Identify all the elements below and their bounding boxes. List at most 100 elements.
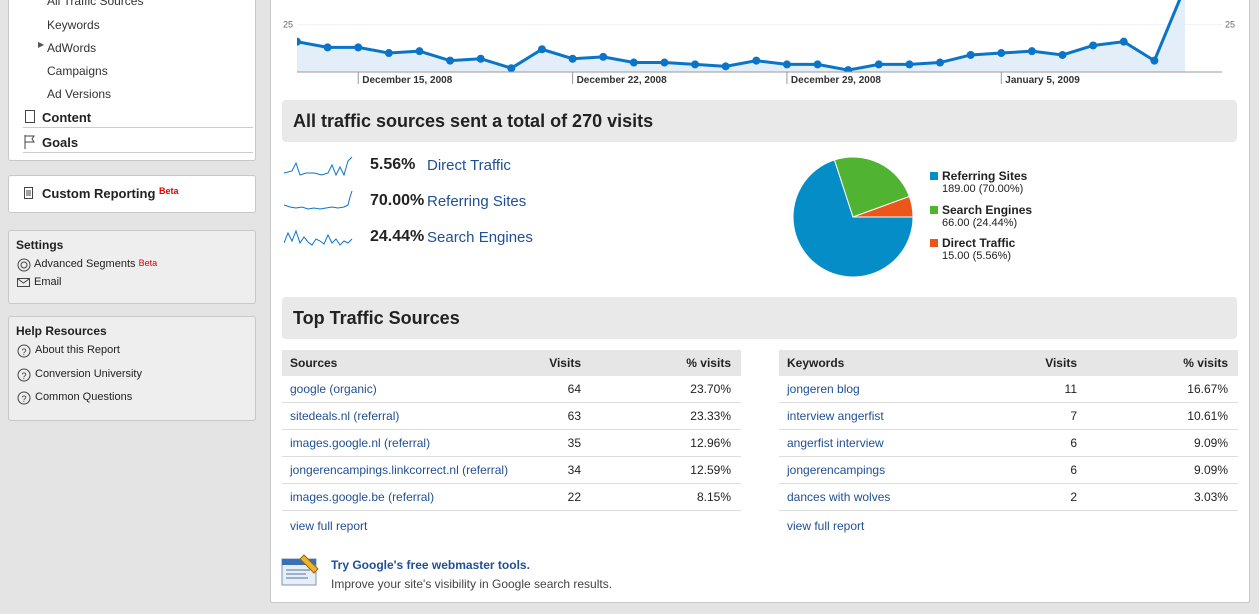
nav-item[interactable]: AdWords — [47, 41, 97, 55]
report-icon — [24, 187, 33, 199]
view-full-report[interactable]: view full report — [290, 519, 368, 533]
goals-icon — [24, 135, 35, 149]
promo-text: Improve your site's visibility in Google… — [331, 577, 613, 591]
settings-item[interactable]: Email — [34, 276, 62, 288]
row-visits: 11 — [1064, 382, 1077, 396]
custom-reporting-box: Custom Reporting Beta — [8, 175, 256, 213]
table-header: Sources Visits % visits — [282, 350, 741, 376]
point — [966, 50, 975, 59]
summary-link[interactable]: Direct Traffic — [427, 157, 511, 174]
custom-reporting[interactable]: Custom Reporting Beta — [42, 186, 179, 201]
row-link[interactable]: images.google.nl (referral) — [290, 436, 431, 450]
help-title: Help Resources — [16, 324, 107, 338]
table-row: google (organic) 64 23.70% — [282, 376, 741, 403]
help-item[interactable]: About this Report — [35, 344, 120, 356]
column-header: Visits — [549, 356, 581, 370]
nav-item[interactable]: Keywords — [47, 18, 100, 32]
legend-label: Referring Sites — [942, 169, 1028, 183]
row-link[interactable]: interview angerfist — [787, 409, 884, 423]
segments-icon — [17, 258, 31, 272]
point — [537, 45, 546, 54]
point — [568, 54, 577, 63]
point — [446, 56, 455, 65]
row-visits: 35 — [567, 436, 581, 450]
table-row: dances with wolves 2 3.03% — [779, 484, 1238, 511]
row-link[interactable]: google (organic) — [290, 382, 377, 396]
row-percent: 16.67% — [1187, 382, 1228, 396]
point — [1119, 37, 1128, 46]
point — [323, 43, 332, 52]
nav-box: All Traffic Sources Keywords ▶ AdWords C… — [8, 0, 256, 161]
row-visits: 2 — [1070, 490, 1077, 504]
x-tick-label: December 15, 2008 — [362, 75, 453, 86]
row-link[interactable]: jongeren blog — [787, 382, 860, 396]
table-row: interview angerfist 7 10.61% — [779, 403, 1238, 430]
point — [507, 64, 516, 72]
legend-swatch — [930, 205, 938, 214]
table-row: jongerencampings 6 9.09% — [779, 457, 1238, 484]
row-visits: 64 — [567, 382, 581, 396]
settings-item[interactable]: Advanced Segments Beta — [34, 258, 157, 270]
table-row: jongerencampings.linkcorrect.nl (referra… — [282, 457, 741, 484]
row-percent: 23.33% — [690, 409, 731, 423]
view-full-report[interactable]: view full report — [787, 519, 865, 533]
table-header: Keywords Visits % visits — [779, 350, 1238, 376]
legend-swatch — [930, 239, 938, 247]
point — [936, 58, 945, 67]
row-link[interactable]: jongerencampings — [787, 463, 886, 477]
row-percent: 9.09% — [1193, 436, 1228, 450]
column-header: Keywords — [787, 356, 845, 370]
email-icon — [17, 278, 30, 287]
point — [813, 60, 822, 69]
table-row: images.google.nl (referral) 35 12.96% — [282, 430, 741, 457]
nav-item[interactable]: Campaigns — [47, 64, 108, 78]
pie-chart — [792, 156, 914, 278]
point — [905, 60, 914, 69]
area — [297, 0, 1185, 72]
legend-label: Search Engines — [942, 202, 1033, 217]
row-percent: 10.61% — [1187, 409, 1228, 423]
row-link[interactable]: dances with wolves — [787, 490, 891, 504]
point — [476, 54, 485, 63]
row-link[interactable]: jongerencampings.linkcorrect.nl (referra… — [290, 463, 509, 477]
row-link[interactable]: angerfist interview — [787, 436, 884, 450]
point — [1058, 50, 1067, 59]
nav-item[interactable]: Ad Versions — [47, 87, 112, 101]
row-visits: 6 — [1070, 436, 1077, 450]
sparkline — [284, 190, 353, 210]
summary-percent: 70.00% — [370, 192, 425, 209]
help-item[interactable]: Common Questions — [35, 391, 133, 403]
row-link[interactable]: sitedeals.nl (referral) — [290, 409, 400, 423]
x-tick-label: December 22, 2008 — [577, 75, 668, 86]
plot — [297, 0, 1185, 72]
visits-chart: 25 25 December 15, 2008 December 22, 2008 De… — [283, 0, 1235, 86]
summary-link[interactable]: Referring Sites — [427, 193, 527, 210]
help-glyph: ? — [21, 371, 26, 381]
row-link[interactable]: images.google.be (referral) — [290, 490, 435, 504]
point — [1089, 41, 1098, 50]
y-tick-label: 25 — [283, 20, 293, 30]
summary-percent: 5.56% — [370, 156, 416, 173]
help-circle — [17, 344, 31, 358]
help-glyph: ? — [21, 347, 26, 357]
custom-reporting-label: Custom Reporting — [42, 186, 156, 201]
point — [997, 49, 1006, 58]
nav-section[interactable]: Goals — [42, 135, 79, 150]
point — [384, 49, 393, 58]
row-percent: 23.70% — [690, 382, 731, 396]
summary-link[interactable]: Search Engines — [427, 229, 533, 246]
point — [691, 60, 700, 69]
nav-section[interactable]: Content — [42, 110, 92, 125]
column-header: % visits — [1183, 356, 1228, 370]
promo-title[interactable]: Try Google's free webmaster tools. — [331, 558, 530, 572]
webmaster-icon — [281, 554, 319, 586]
point — [782, 60, 791, 69]
beta-tag: Beta — [159, 186, 179, 196]
help-glyph: ? — [21, 394, 26, 404]
nav-item[interactable]: All Traffic Sources — [47, 0, 144, 8]
column-header: Visits — [1045, 356, 1077, 370]
x-tick-label: December 29, 2008 — [791, 75, 882, 86]
summary-percent: 24.44% — [370, 228, 425, 245]
help-item[interactable]: Conversion University — [35, 367, 142, 380]
sparkline — [284, 156, 353, 177]
